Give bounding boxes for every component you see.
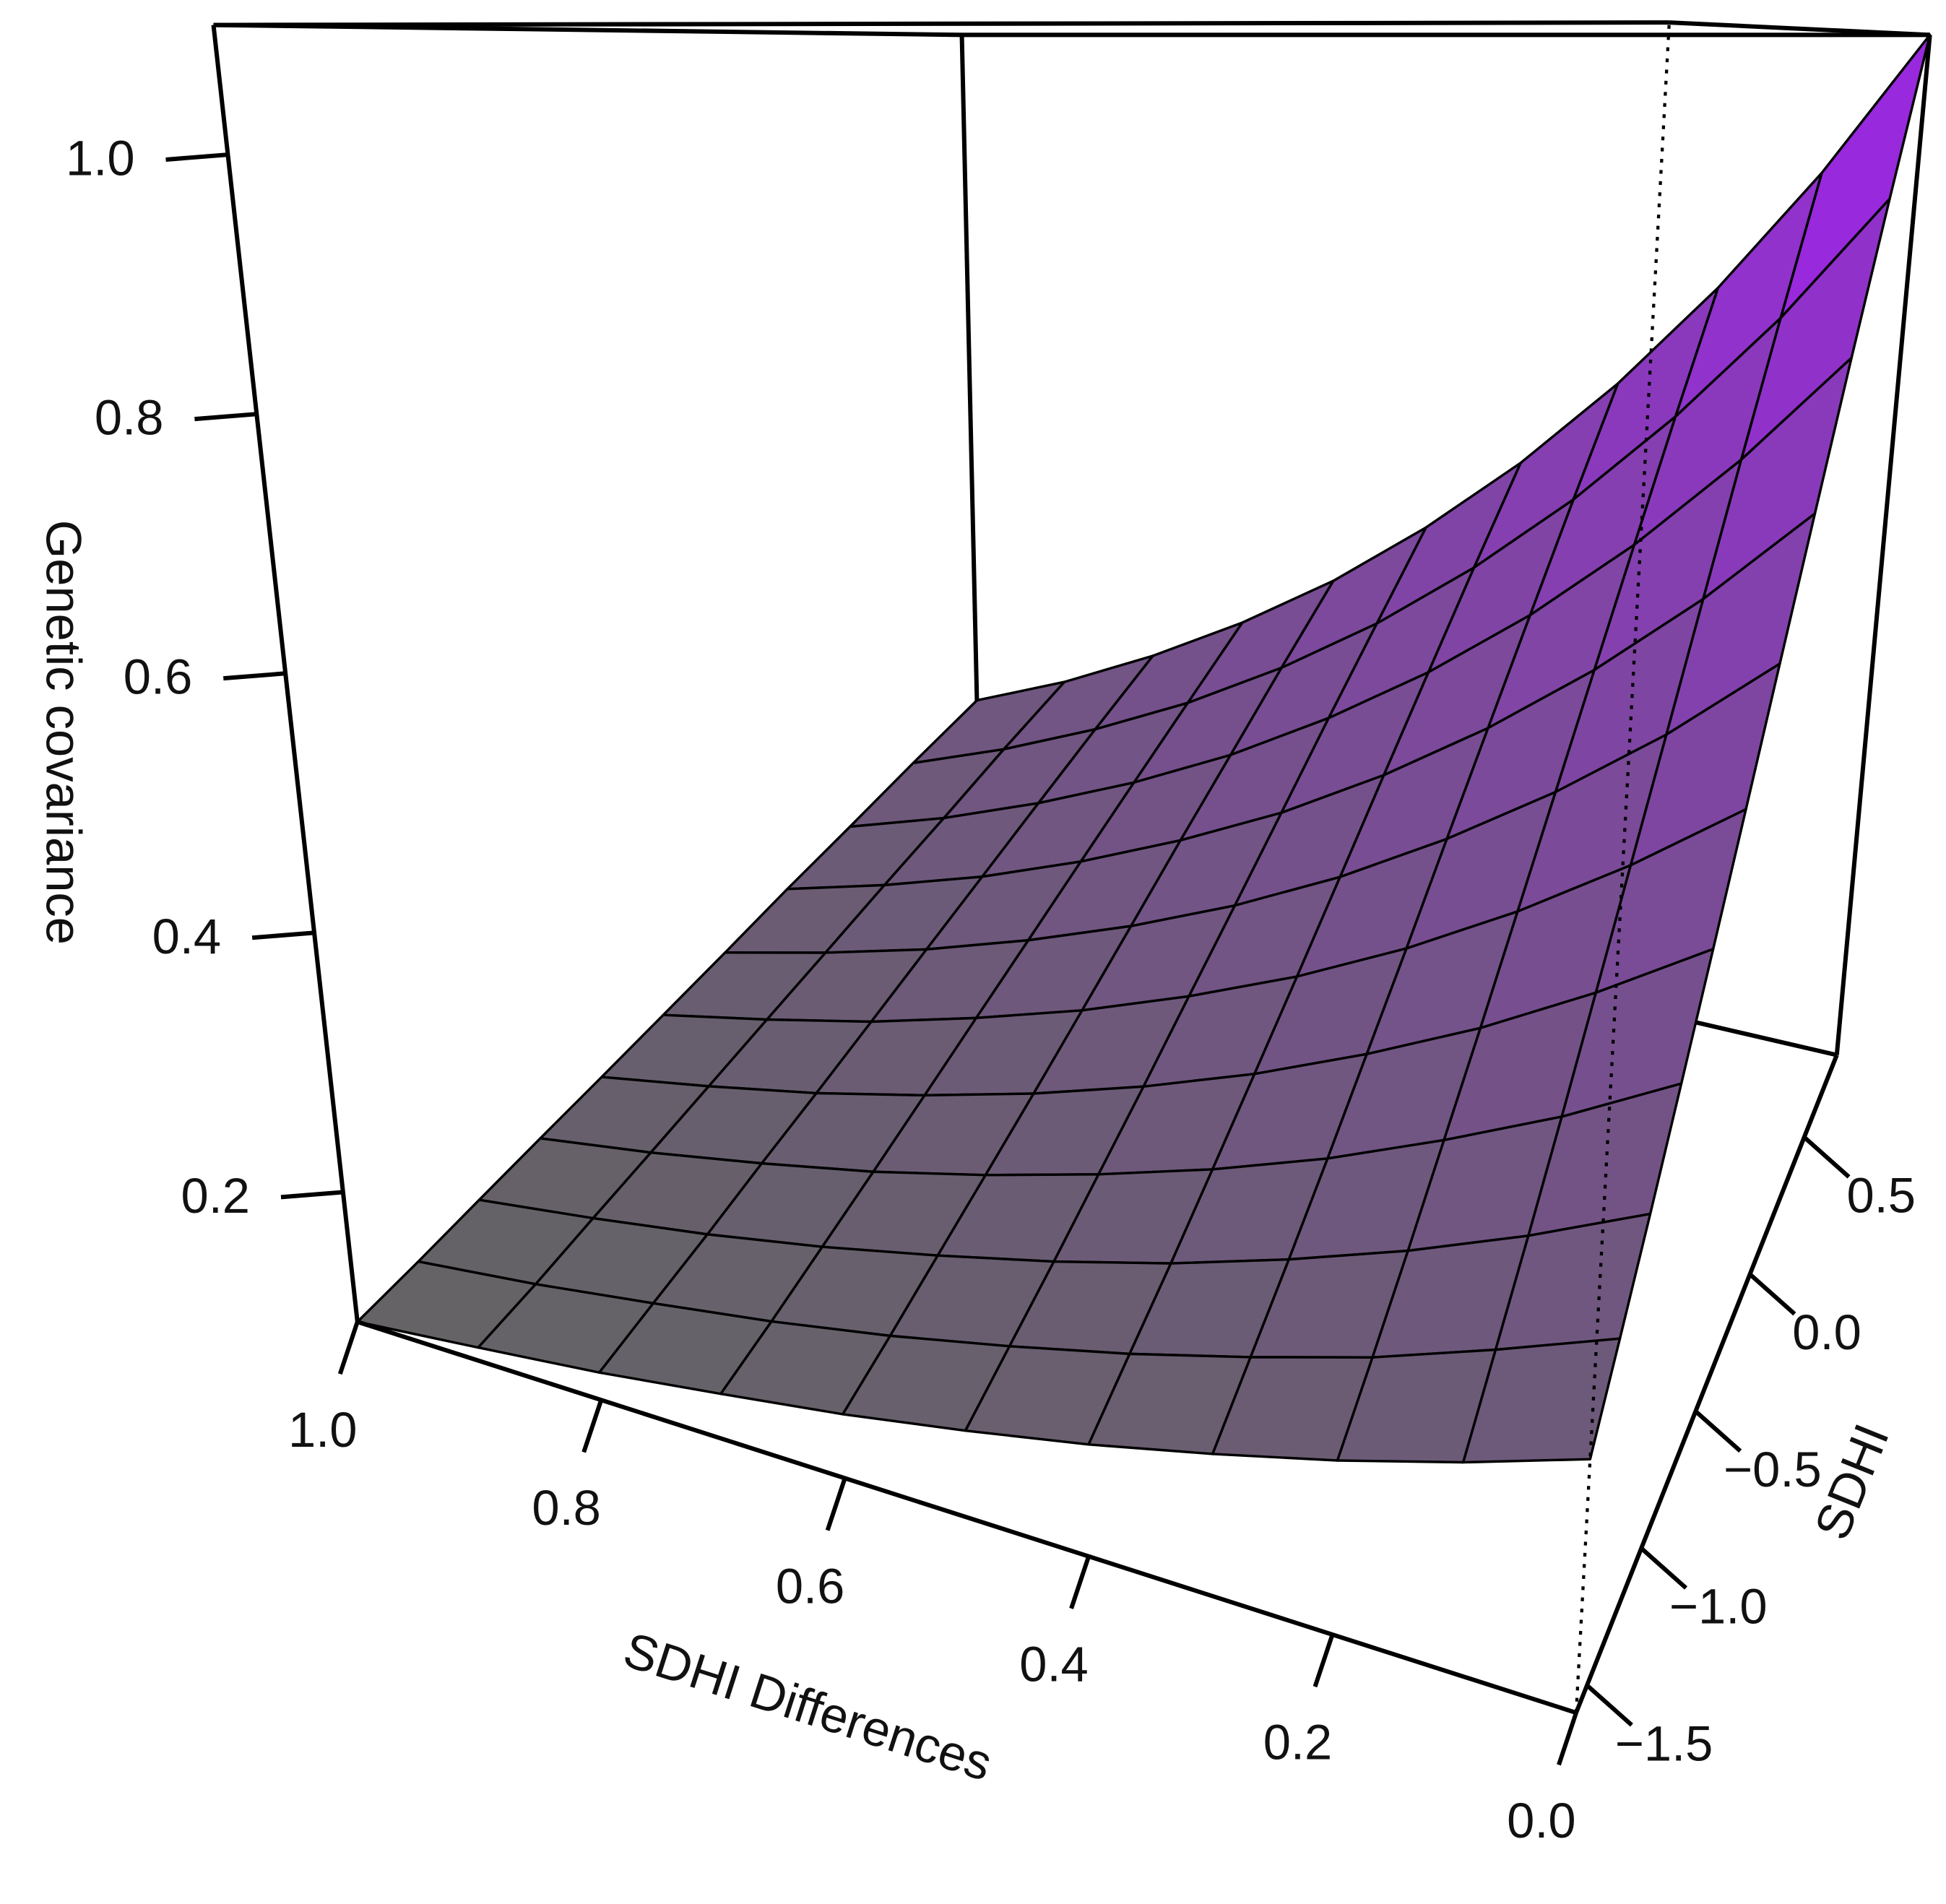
tick-mark [1694,1409,1742,1453]
y-tick-label: 0.0 [1792,1304,1861,1360]
box-edge [213,20,1669,27]
box-edge [213,22,962,38]
tick-mark [251,930,315,940]
surface [356,33,1932,1464]
box-edge [211,25,360,1323]
tick-mark [825,1477,847,1531]
x-tick-label: 0.8 [532,1480,601,1536]
tick-mark [337,1321,360,1375]
surface-facet [356,1260,537,1349]
box-edge [1574,1054,1839,1714]
box-edge [356,1320,1577,1715]
y-tick-label: −1.5 [1615,1715,1713,1771]
tick-mark [194,412,257,422]
y-tick-label: 0.5 [1846,1167,1916,1223]
box-edge [1834,35,1932,1055]
x-tick-label: 0.2 [1263,1715,1333,1770]
x-tick-label: 0.4 [1019,1637,1089,1692]
tick-mark [581,1399,604,1453]
y-tick-label: −1.0 [1669,1579,1768,1635]
z-tick-label: 0.6 [124,649,193,705]
z-tick-label: 1.0 [66,131,135,186]
tick-mark [1313,1634,1335,1688]
x-tick-label: 0.6 [776,1558,845,1614]
x-axis-title: SDHI Differences [618,1622,999,1791]
tick-mark [280,1190,344,1200]
tick-mark [1748,1272,1796,1316]
tick-mark [223,671,286,681]
tick-mark [165,152,228,162]
x-tick-label: 1.0 [288,1402,358,1458]
tick-mark [1640,1546,1688,1590]
box-edge-hidden [1574,22,1672,1713]
tick-mark [1069,1555,1091,1609]
z-tick-label: 0.8 [95,390,164,446]
tick-mark [1586,1684,1633,1727]
z-tick-label: 0.4 [152,909,222,964]
tick-mark [1802,1135,1851,1179]
z-axis-title: Genetic covariance [35,520,91,945]
x-tick-label: 0.0 [1507,1793,1576,1848]
y-tick-label: −0.5 [1724,1442,1822,1497]
z-tick-label: 0.2 [181,1168,250,1224]
tick-mark [1557,1712,1578,1766]
